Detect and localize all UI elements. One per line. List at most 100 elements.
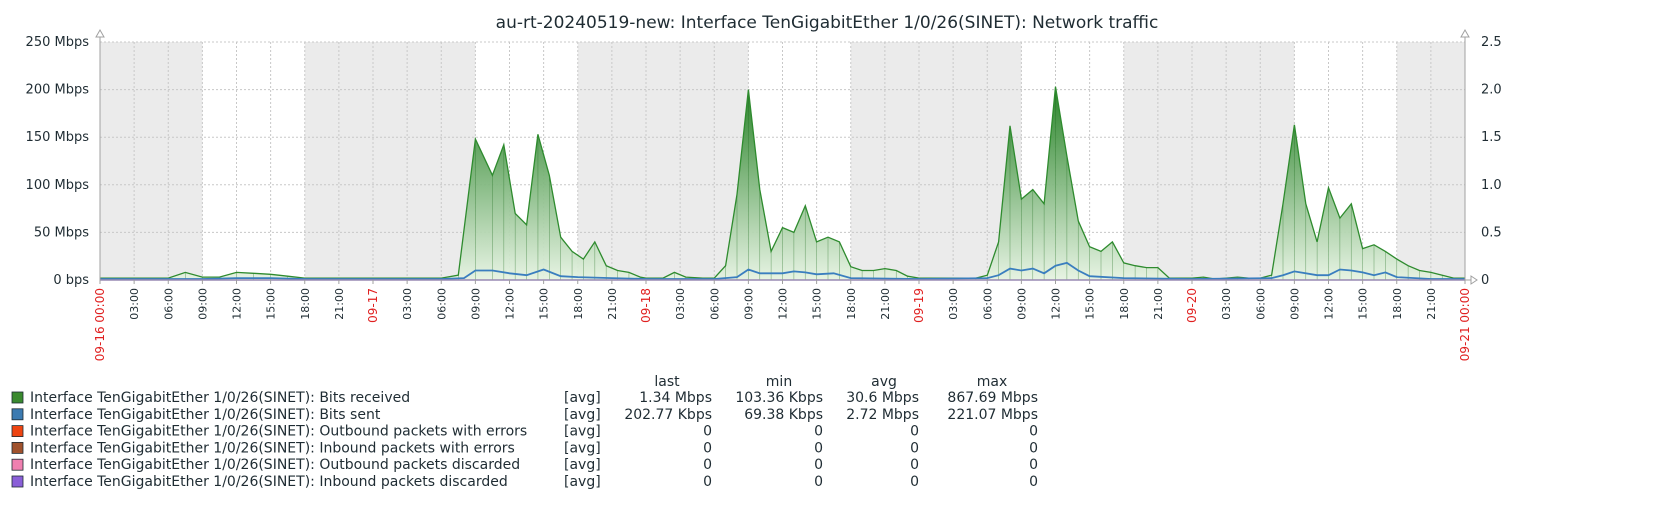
x-tick-label: 03:00: [128, 288, 141, 320]
legend-value-last: 202.77 Kbps: [624, 407, 712, 423]
shaded-period: [850, 42, 1022, 280]
legend-value-min: 0: [814, 424, 823, 440]
x-tick-label: 09-20: [1185, 288, 1199, 323]
legend-value-last: 0: [703, 424, 712, 440]
legend-value-avg: 0: [910, 457, 919, 473]
shaded-period: [1396, 42, 1465, 280]
legend-swatch: [11, 425, 24, 438]
shaded-period: [100, 42, 203, 280]
y-tick-label: 100 Mbps: [26, 178, 90, 193]
grid-lines: [100, 41, 1465, 280]
x-tick-label: 21:00: [879, 288, 892, 320]
legend-value-avg: 0: [910, 424, 919, 440]
legend-value-min: 0: [814, 457, 823, 473]
legend-value-avg: 2.72 Mbps: [846, 407, 919, 423]
x-tick-label: 18:00: [1391, 288, 1404, 320]
y-right-tick-label: 1.0: [1481, 178, 1502, 193]
legend-item-name: Interface TenGigabitEther 1/0/26(SINET):…: [30, 457, 520, 473]
bits-sent-line: [100, 261, 1465, 280]
y-right-tick-label: 0.5: [1481, 225, 1502, 240]
legend-value-max: 221.07 Mbps: [947, 407, 1038, 423]
legend-item-name: Interface TenGigabitEther 1/0/26(SINET):…: [30, 440, 515, 456]
legend-swatch: [11, 408, 24, 421]
x-tick-label: 09:00: [469, 288, 482, 320]
x-tick-label: 15:00: [538, 288, 551, 320]
x-tick-label: 15:00: [265, 288, 278, 320]
x-tick-label: 09-21 00:00: [1458, 288, 1472, 361]
legend-column-max: max: [977, 374, 1008, 390]
legend-value-max: 867.69 Mbps: [947, 390, 1038, 406]
x-tick-label: 03:00: [401, 288, 414, 320]
legend-value-avg: 0: [910, 474, 919, 490]
shaded-period: [304, 42, 476, 280]
bits-received-line: [100, 86, 1465, 280]
period-shading: [100, 42, 1465, 280]
x-tick-label: 12:00: [504, 288, 517, 320]
x-tick-label: 21:00: [1152, 288, 1165, 320]
legend-item-func: [avg]: [564, 440, 601, 456]
x-tick-label: 06:00: [708, 288, 721, 320]
x-tick-label: 21:00: [1425, 288, 1438, 320]
x-tick-label: 09-16 00:00: [93, 288, 107, 361]
y-right-tick-label: 1.5: [1481, 130, 1502, 145]
legend-swatch: [11, 475, 24, 488]
x-tick-label: 15:00: [811, 288, 824, 320]
legend-value-max: 0: [1029, 457, 1038, 473]
x-tick-label: 15:00: [1084, 288, 1097, 320]
legend-column-min: min: [766, 374, 792, 390]
x-tick-label: 18:00: [299, 288, 312, 320]
x-tick-label: 06:00: [1254, 288, 1267, 320]
legend: last min avg max Interface TenGigabitEther 1…: [11, 374, 1038, 490]
x-tick-label: 03:00: [674, 288, 687, 320]
x-tick-label: 09-19: [912, 288, 926, 323]
x-tick-label: 09:00: [196, 288, 209, 320]
legend-item-name: Interface TenGigabitEther 1/0/26(SINET):…: [30, 474, 508, 490]
legend-swatch: [11, 441, 24, 454]
shaded-period: [1123, 42, 1295, 280]
legend-swatch: [11, 391, 24, 404]
y-axis-right-arrow: [1460, 28, 1470, 38]
legend-value-max: 0: [1029, 474, 1038, 490]
x-tick-label: 18:00: [1118, 288, 1131, 320]
legend-value-max: 0: [1029, 424, 1038, 440]
y-tick-label: 200 Mbps: [26, 83, 90, 98]
legend-value-last: 0: [703, 440, 712, 456]
x-tick-label: 09:00: [1288, 288, 1301, 320]
x-tick-label: 18:00: [572, 288, 585, 320]
x-axis-arrow: [1470, 275, 1478, 285]
x-tick-label: 15:00: [1357, 288, 1370, 320]
legend-value-max: 0: [1029, 440, 1038, 456]
x-tick-label: 09:00: [742, 288, 755, 320]
x-tick-label: 12:00: [1050, 288, 1063, 320]
x-tick-label: 06:00: [981, 288, 994, 320]
legend-swatch: [11, 458, 24, 471]
legend-item-func: [avg]: [564, 474, 601, 490]
x-tick-label: 21:00: [606, 288, 619, 320]
legend-item-func: [avg]: [564, 390, 601, 406]
legend-value-last: 0: [703, 474, 712, 490]
x-tick-label: 18:00: [845, 288, 858, 320]
y-tick-label: 150 Mbps: [26, 130, 90, 145]
x-tick-label: 12:00: [231, 288, 244, 320]
legend-item-func: [avg]: [564, 407, 601, 423]
x-tick-label: 12:00: [1323, 288, 1336, 320]
legend-value-min: 103.36 Kbps: [735, 390, 823, 406]
y-axis-left-arrow: [95, 28, 105, 38]
legend-item-name: Interface TenGigabitEther 1/0/26(SINET):…: [30, 424, 527, 440]
x-tick-label: 06:00: [162, 288, 175, 320]
legend-value-avg: 0: [910, 440, 919, 456]
legend-value-min: 0: [814, 440, 823, 456]
legend-item-name: Interface TenGigabitEther 1/0/26(SINET):…: [30, 390, 410, 406]
legend-value-last: 1.34 Mbps: [639, 390, 712, 406]
y-right-tick-label: 2.0: [1481, 83, 1502, 98]
legend-value-avg: 30.6 Mbps: [846, 390, 919, 406]
x-tick-label: 21:00: [333, 288, 346, 320]
y-tick-label: 0 bps: [53, 273, 89, 288]
legend-value-min: 69.38 Kbps: [744, 407, 823, 423]
legend-item-func: [avg]: [564, 457, 601, 473]
y-tick-label: 50 Mbps: [34, 225, 89, 240]
y-axis-right: 0 0.5 1.0 1.5 2.0 2.5: [1481, 35, 1502, 288]
shaded-period: [577, 42, 749, 280]
axes: [95, 28, 1478, 285]
